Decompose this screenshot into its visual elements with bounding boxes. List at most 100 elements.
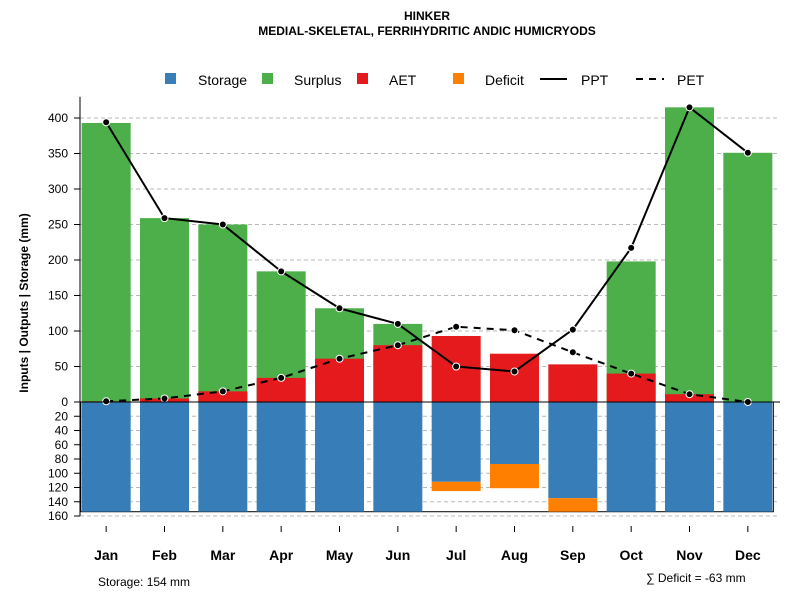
y-tick-label: 0 (61, 395, 68, 409)
aet-bar (490, 353, 539, 402)
y-tick-label: 100 (48, 324, 68, 338)
aet-bar (606, 373, 656, 402)
ppt-point (277, 267, 286, 276)
footer-deficit: ∑ Deficit = -63 mm (646, 571, 746, 585)
x-tick-label: Mar (210, 547, 235, 563)
y-tick-label: 150 (48, 289, 68, 303)
x-tick-label: Feb (152, 547, 177, 563)
storage-bar (373, 402, 423, 512)
pet-line (106, 325, 748, 403)
y-tick-label: 200 (48, 253, 68, 267)
aet-bar (198, 391, 248, 402)
y-tick-label: 50 (55, 360, 69, 374)
surplus-bar (665, 107, 714, 402)
legend-swatch-surplus (262, 73, 273, 84)
bars (80, 107, 774, 513)
storage-bar (490, 402, 539, 464)
x-tick-label: Jun (385, 547, 410, 563)
surplus-bar (723, 152, 773, 402)
axes: 0501001502002503003504002040608010012014… (48, 96, 780, 563)
y-tick-label: 250 (48, 218, 68, 232)
chart-title: HINKER (404, 9, 450, 23)
lines (102, 103, 752, 406)
chart-subtitle: MEDIAL-SKELETAL, FERRIHYDRITIC ANDIC HUM… (258, 24, 596, 38)
ppt-point (160, 214, 169, 223)
pet-point (393, 341, 402, 350)
ppt-point (393, 319, 402, 328)
ppt-point (568, 325, 577, 334)
storage-bar (431, 402, 481, 482)
surplus-bar (140, 218, 189, 402)
deficit-bar (490, 463, 539, 489)
x-tick-label: Jul (446, 547, 466, 563)
storage-bar (548, 402, 598, 499)
pet-point (218, 387, 227, 396)
ppt-point (685, 103, 694, 112)
y-tick-label: 300 (48, 182, 68, 196)
pet-point (160, 394, 169, 403)
y-tick-label: 140 (48, 495, 68, 509)
aet-bar (315, 358, 364, 402)
ppt-point (510, 367, 519, 376)
x-tick-label: Dec (735, 547, 761, 563)
y-axis-label: Inputs | Outputs | Storage (mm) (17, 213, 31, 392)
deficit-bar (431, 481, 481, 492)
storage-bar (315, 402, 364, 512)
storage-bar (665, 402, 714, 512)
deficit-bar (548, 498, 598, 512)
ppt-point (627, 243, 636, 252)
ppt-point (743, 148, 752, 157)
y-tick-label: 160 (48, 509, 68, 523)
pet-point (685, 390, 694, 399)
y-tick-label: 40 (55, 424, 69, 438)
pet-point (335, 354, 344, 363)
pet-point (568, 348, 577, 357)
footer-storage: Storage: 154 mm (98, 575, 190, 589)
y-tick-label: 60 (55, 438, 69, 452)
storage-bar (140, 402, 189, 512)
y-tick-label: 400 (48, 111, 68, 125)
x-tick-label: Jan (94, 547, 118, 563)
storage-bar (198, 402, 248, 512)
x-tick-label: Apr (269, 547, 294, 563)
aet-bar (373, 345, 423, 402)
x-tick-label: Oct (619, 547, 643, 563)
legend-label-deficit: Deficit (485, 72, 524, 88)
ppt-point (218, 220, 227, 229)
surplus-bar (198, 224, 248, 402)
x-tick-label: Aug (501, 547, 528, 563)
pet-point (627, 369, 636, 378)
storage-bar (81, 402, 131, 512)
pet-point (510, 326, 519, 335)
ppt-point (452, 362, 461, 371)
storage-bar (256, 402, 306, 512)
aet-bar (548, 364, 598, 402)
x-tick-label: May (326, 547, 353, 563)
legend: Storage Surplus AET Deficit PPT PET (165, 72, 705, 88)
storage-bar (723, 402, 773, 512)
y-tick-label: 100 (48, 466, 68, 480)
y-tick-label: 350 (48, 147, 68, 161)
legend-swatch-aet (357, 73, 368, 84)
x-tick-label: Sep (560, 547, 586, 563)
storage-bar (606, 402, 656, 512)
ppt-line (105, 105, 749, 373)
legend-label-ppt: PPT (581, 72, 609, 88)
y-tick-label: 20 (55, 409, 69, 423)
legend-swatch-storage (165, 73, 176, 84)
legend-label-surplus: Surplus (294, 72, 341, 88)
legend-label-pet: PET (677, 72, 705, 88)
pet-point (452, 322, 461, 331)
legend-label-storage: Storage (198, 72, 247, 88)
legend-label-aet: AET (389, 72, 417, 88)
ppt-point (102, 118, 111, 127)
pet-point (102, 397, 111, 406)
ppt-point (335, 304, 344, 313)
legend-swatch-deficit (453, 73, 464, 84)
pet-point (277, 373, 286, 382)
gridlines (80, 117, 780, 517)
y-tick-label: 80 (55, 452, 69, 466)
x-tick-label: Nov (676, 547, 703, 563)
y-tick-label: 120 (48, 481, 68, 495)
